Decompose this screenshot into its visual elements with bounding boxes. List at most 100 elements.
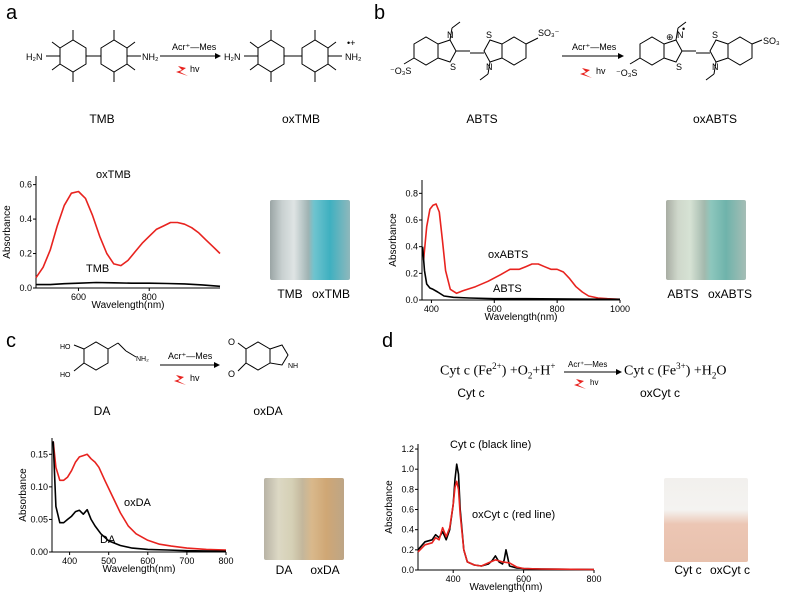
- y-axis-label: Absorbance: [388, 213, 399, 267]
- abts-structure: [403, 21, 539, 81]
- lightning-icon: [580, 68, 592, 78]
- y-tick-label: 0.2: [401, 545, 414, 555]
- abts-n2: N: [486, 62, 493, 72]
- y-tick-label: 0.4: [19, 214, 32, 224]
- y-tick-label: 1.0: [401, 464, 414, 474]
- oxabts-s1: S: [676, 62, 682, 72]
- y-tick-label: 0.6: [19, 180, 32, 190]
- photo-vials-b: [666, 200, 746, 280]
- oxtmb-structure: [244, 30, 342, 82]
- tmb-h2n: H₂N: [26, 52, 43, 62]
- tmb-structure: [46, 30, 141, 82]
- x-tick-label: 500: [101, 556, 116, 566]
- photo-c-label-1: oxDA: [310, 563, 340, 577]
- reagent-a: Acr⁺—Mes: [172, 42, 217, 52]
- oxabts-plus: ⊕: [666, 32, 674, 42]
- photo-d-label-0: Cyt c: [674, 563, 702, 577]
- oxtmb-nh2: NH₂: [345, 52, 362, 62]
- photo-c-label-0: DA: [275, 563, 293, 577]
- x-tick-label: 800: [218, 556, 233, 566]
- series-line-oxda: [52, 441, 227, 551]
- label-oxda: oxDA: [253, 404, 283, 418]
- condition-d: hv: [590, 378, 598, 387]
- panel-a-scheme: H₂N NH₂ Acr⁺—Mes hv H₂N NH₂ •+: [26, 30, 362, 82]
- oxda-nh: NH: [288, 363, 298, 370]
- oxabts-s2: S: [712, 30, 718, 40]
- da-structure: [73, 341, 137, 372]
- y-tick-label: 0.4: [405, 242, 418, 252]
- oxda-o2: O: [228, 369, 235, 379]
- y-tick-label: 0.2: [405, 268, 418, 278]
- y-tick-label: 0.00: [30, 547, 48, 557]
- label-abts: ABTS: [466, 112, 498, 126]
- photo-a-label-0: TMB: [277, 287, 303, 301]
- condition-b: hv: [596, 66, 606, 76]
- y-tick-label: 0.0: [401, 565, 414, 575]
- panel-d-letter: d: [382, 330, 394, 352]
- y-axis-label: Absorbance: [384, 480, 395, 534]
- panel-b-letter: b: [374, 2, 386, 24]
- lightning-icon: [176, 66, 188, 76]
- oxtmb-h2n: H₂N: [224, 52, 241, 62]
- chart-annotation: oxTMB: [96, 169, 131, 181]
- oxabts-o3s: ⁻O₃S: [616, 68, 637, 78]
- condition-c: hv: [190, 373, 200, 383]
- y-axis-label: Absorbance: [18, 468, 29, 522]
- tmb-nh2: NH₂: [142, 52, 159, 62]
- x-tick-label: 600: [487, 304, 502, 314]
- x-tick-label: 1000: [610, 304, 630, 314]
- photo-vials-a: [270, 200, 350, 280]
- panel-c-scheme: HO HO NH₂ Acr⁺—Mes hv O O NH: [60, 337, 298, 385]
- x-tick-label: 800: [142, 292, 157, 302]
- x-tick-label: 400: [424, 304, 439, 314]
- reagent-b: Acr⁺—Mes: [572, 42, 617, 52]
- photo-vials-c: [264, 478, 344, 560]
- oxabts-radical: •: [682, 24, 685, 34]
- chart-annotation: oxCyt c (red line): [472, 509, 555, 521]
- label-oxabts: oxABTS: [692, 112, 737, 126]
- condition-a: hv: [190, 64, 200, 74]
- chart-annotation: Cyt c (black line): [450, 439, 531, 451]
- chart-annotation: ABTS: [493, 283, 522, 295]
- label-oxcytc: oxCyt c: [639, 386, 680, 400]
- panel-c-letter: c: [6, 330, 16, 352]
- da-ho2: HO: [60, 372, 71, 379]
- abts-so3: SO₃⁻: [538, 28, 560, 38]
- photo-b-label-0: ABTS: [667, 287, 699, 301]
- y-tick-label: 0.0: [19, 283, 32, 293]
- abts-o3s: ⁻O₃S: [390, 66, 411, 76]
- oxabts-n2: N: [712, 62, 719, 72]
- x-axis-label: Wavelength(nm): [103, 564, 176, 575]
- y-tick-label: 0.8: [405, 188, 418, 198]
- chart-annotation: DA: [100, 534, 116, 546]
- series-line-oxabts: [422, 203, 621, 301]
- equation-right: Cyt c (Fe3+) +H2O: [624, 361, 727, 381]
- chart-annotation: oxDA: [124, 497, 152, 509]
- series-line-abts: [421, 246, 621, 301]
- chart-b: 0.0 0.2 0.4 0.6 0.8 400 600 800 1000 Wavelength(n…: [388, 180, 630, 323]
- oxtmb-radical: •+: [347, 38, 355, 48]
- abts-s1: S: [450, 62, 456, 72]
- equation-left: Cyt c (Fe2+) +O2+H+: [440, 361, 556, 381]
- photo-vials-d: [664, 478, 748, 562]
- y-tick-label: 0.0: [405, 295, 418, 305]
- x-axis-label: Wavelength(nm): [470, 582, 543, 593]
- abts-s2: S: [486, 30, 492, 40]
- oxabts-structure: [629, 21, 763, 81]
- series-line-oxcyt-c-red-line-: [417, 480, 595, 571]
- label-oxtmb: oxTMB: [281, 112, 320, 126]
- oxda-structure: [237, 341, 289, 372]
- x-tick-label: 700: [179, 556, 194, 566]
- panel-a-letter: a: [6, 2, 18, 24]
- panel-d-arrow: Acr⁺—Mes hv: [564, 360, 622, 389]
- chart-c: 0.00 0.05 0.10 0.15 400 500 600 700 800 Wavelengt…: [18, 438, 234, 575]
- y-tick-label: 1.2: [401, 444, 414, 454]
- oxda-o1: O: [228, 337, 235, 347]
- series-line-oxtmb: [35, 190, 221, 279]
- y-tick-label: 0.10: [30, 482, 48, 492]
- x-tick-label: 600: [71, 292, 86, 302]
- lightning-icon: [174, 375, 186, 385]
- reagent-d: Acr⁺—Mes: [568, 360, 607, 369]
- series-line-tmb: [36, 281, 221, 288]
- da-ho1: HO: [60, 344, 71, 351]
